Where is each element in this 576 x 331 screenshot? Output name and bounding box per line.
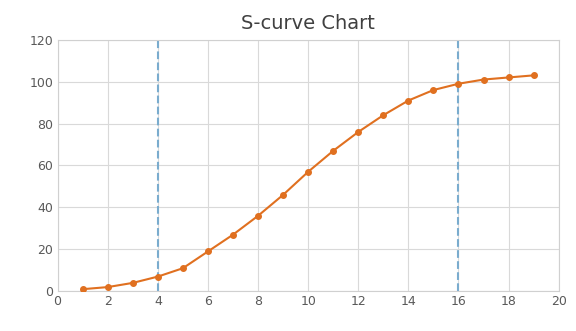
Title: S-curve Chart: S-curve Chart xyxy=(241,14,375,33)
